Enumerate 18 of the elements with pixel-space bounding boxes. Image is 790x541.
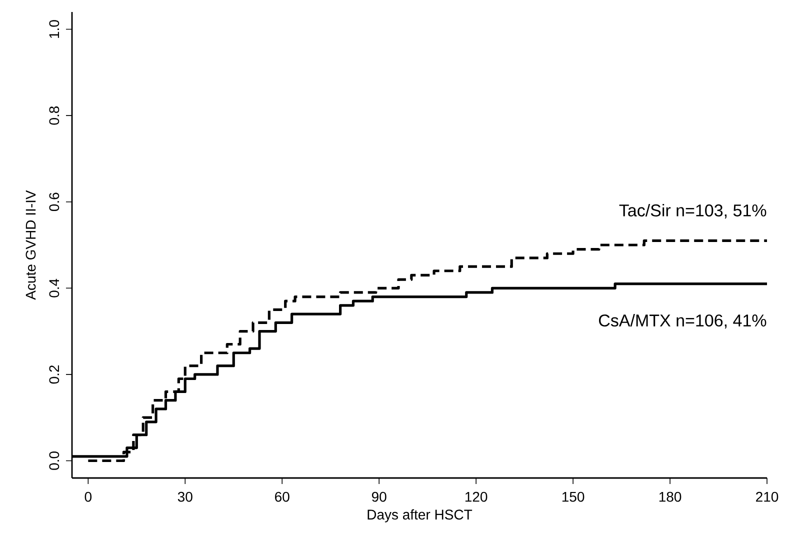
y-tick-label: 0.8 bbox=[49, 106, 60, 125]
x-tick-label: 120 bbox=[465, 492, 488, 502]
y-tick-label: 0.0 bbox=[49, 452, 60, 470]
y-tick-label: 0.4 bbox=[49, 278, 60, 298]
y-tick-label: 0.6 bbox=[49, 192, 60, 212]
x-tick-label: 180 bbox=[659, 492, 682, 502]
y-axis-title: Acute GVHD II-IV bbox=[26, 190, 36, 300]
x-tick-label: 150 bbox=[562, 492, 584, 502]
series-label: Tac/Sir n=103, 51% bbox=[619, 204, 766, 218]
x-tick-label: 0 bbox=[84, 492, 92, 502]
x-tick-label: 30 bbox=[178, 492, 192, 502]
y-tick-label: 0.2 bbox=[49, 365, 60, 384]
x-tick-label: 210 bbox=[756, 492, 778, 502]
x-tick-label: 60 bbox=[275, 492, 290, 502]
y-tick-label: 1.0 bbox=[49, 20, 60, 38]
x-axis-title: Days after HSCT bbox=[368, 509, 472, 522]
x-tick-label: 90 bbox=[372, 492, 386, 502]
series-label: CsA/MTX n=106, 41% bbox=[599, 314, 766, 329]
